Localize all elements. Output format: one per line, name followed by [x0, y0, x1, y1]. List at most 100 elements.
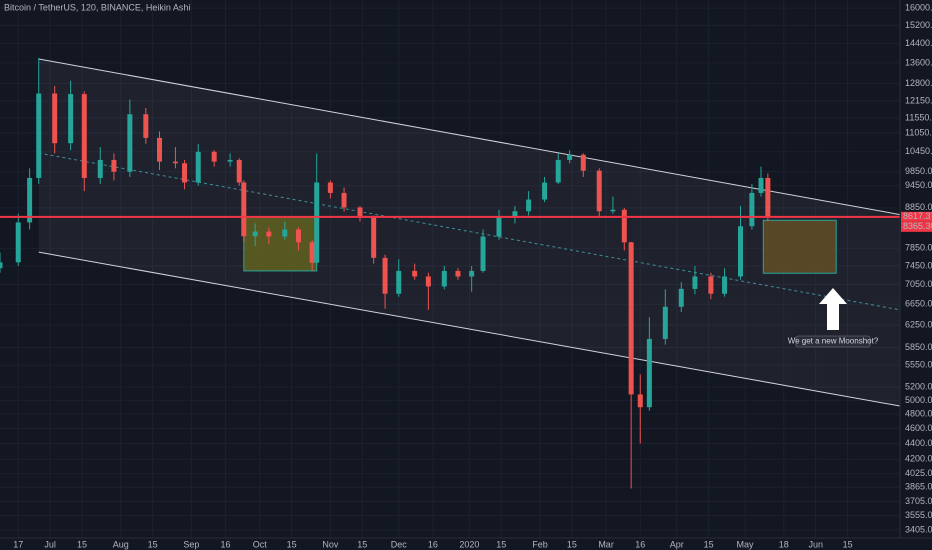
- x-tick-label: Nov: [322, 539, 339, 549]
- y-tick-label: 5550.00: [905, 360, 932, 370]
- candle-body: [480, 236, 486, 271]
- y-tick-label: 11550.00: [905, 112, 932, 122]
- y-tick-label: 4200.00: [905, 454, 932, 464]
- y-tick-label: 4600.00: [905, 423, 932, 433]
- candle-body: [469, 270, 475, 277]
- candle-body: [156, 137, 162, 162]
- candle-body: [662, 306, 668, 339]
- candle-body: [143, 114, 149, 138]
- x-tick-label: 17: [13, 539, 23, 549]
- y-tick-label: 12150.00: [905, 95, 932, 105]
- candle-body: [211, 151, 217, 162]
- candle-body: [738, 226, 744, 277]
- channel-upper: [38, 58, 901, 216]
- candle-body: [749, 192, 755, 227]
- price-label-box: [901, 221, 932, 232]
- x-tick-label: Dec: [391, 539, 408, 549]
- candle-body: [309, 242, 315, 263]
- y-tick-label: 11050.00: [905, 127, 932, 137]
- candle-body: [610, 209, 616, 212]
- y-tick-label: 13600.00: [905, 57, 932, 67]
- candle-body: [371, 217, 377, 258]
- y-tick-label: 4800.00: [905, 409, 932, 419]
- candle-body: [172, 161, 178, 164]
- candle-body: [382, 257, 388, 294]
- candle-body: [708, 276, 714, 294]
- x-tick-label: Feb: [532, 539, 548, 549]
- x-tick-label: 15: [287, 539, 297, 549]
- x-tick-label: 18: [779, 539, 789, 549]
- chart-title: Bitcoin / TetherUS, 120, BINANCE, Heikin…: [4, 2, 190, 12]
- y-tick-label: 16000.00: [905, 2, 932, 12]
- candle-body: [182, 163, 188, 183]
- candle-body: [36, 93, 42, 178]
- candle-body: [236, 159, 242, 183]
- candle-body: [621, 209, 627, 243]
- y-tick-label: 8850.00: [905, 202, 932, 212]
- y-tick-label: 7850.00: [905, 243, 932, 253]
- x-tick-label: Aug: [113, 539, 129, 549]
- candle-body: [295, 229, 301, 243]
- channel-fill: [38, 58, 900, 406]
- candle-body: [15, 222, 21, 263]
- x-tick-label: 16: [428, 539, 438, 549]
- y-tick-label: 3405.00: [905, 524, 932, 534]
- candle-body: [52, 93, 58, 144]
- y-tick-label: 3705.00: [905, 496, 932, 506]
- candle-body: [252, 231, 258, 237]
- y-tick-label: 4025.00: [905, 468, 932, 478]
- x-tick-label: Sep: [183, 539, 199, 549]
- candle-body: [580, 154, 586, 171]
- x-tick-label: 15: [148, 539, 158, 549]
- y-tick-label: 5000.00: [905, 395, 932, 405]
- range-box: [762, 219, 837, 274]
- x-tick-label: 15: [567, 539, 577, 549]
- candle-body: [314, 182, 320, 263]
- y-tick-label: 12800.00: [905, 78, 932, 88]
- y-tick-label: 15200.00: [905, 20, 932, 30]
- candle-body: [628, 242, 634, 395]
- candle-body: [692, 276, 698, 289]
- x-tick-label: 15: [843, 539, 853, 549]
- candle-body: [282, 229, 288, 237]
- x-tick-label: 16: [221, 539, 231, 549]
- candle-body: [111, 159, 117, 172]
- y-tick-label: 6250.00: [905, 320, 932, 330]
- price-label: 8617.37: [903, 211, 932, 221]
- candle-body: [396, 270, 402, 294]
- candle-body: [596, 170, 602, 212]
- annotation-box: [795, 335, 871, 348]
- y-tick-label: 5200.00: [905, 382, 932, 392]
- candle-body: [425, 276, 431, 287]
- x-tick-label: Jun: [808, 539, 823, 549]
- candle-body: [567, 154, 573, 160]
- channel-lower: [38, 251, 901, 407]
- y-tick-label: 3865.00: [905, 482, 932, 492]
- candle-body: [542, 182, 548, 200]
- x-tick-label: Mar: [598, 539, 614, 549]
- annotation-text: We get a new Moonshot?: [788, 337, 879, 346]
- price-label: 8365.30: [903, 221, 932, 231]
- y-tick-label: 9850.00: [905, 166, 932, 176]
- candle-body: [765, 177, 771, 218]
- y-tick-label: 7450.00: [905, 260, 932, 270]
- candle-body: [97, 159, 103, 178]
- x-tick-label: Oct: [253, 539, 268, 549]
- candle-body: [357, 207, 363, 218]
- candle-body: [27, 177, 33, 223]
- candle-body: [722, 276, 728, 294]
- candle-body: [512, 211, 518, 218]
- candle-body: [127, 114, 133, 172]
- x-tick-label: 15: [77, 539, 87, 549]
- candle-body: [678, 288, 684, 307]
- candle-body: [327, 182, 333, 193]
- candle-body: [266, 231, 272, 237]
- candle-body: [81, 94, 87, 178]
- price-label-box: [901, 211, 932, 222]
- y-tick-label: 4400.00: [905, 438, 932, 448]
- candle-body: [646, 338, 652, 408]
- x-tick-label: 15: [357, 539, 367, 549]
